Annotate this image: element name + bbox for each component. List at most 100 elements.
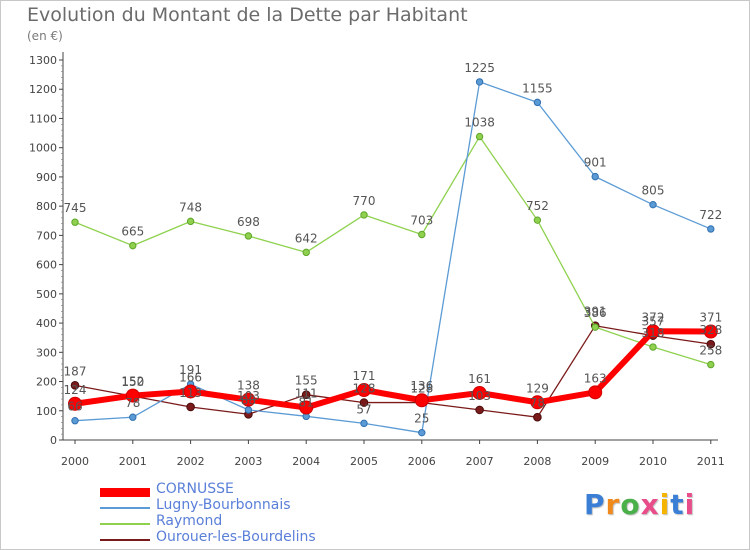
data-label: 25 xyxy=(414,412,429,426)
data-label: 155 xyxy=(295,374,318,388)
data-point xyxy=(706,339,716,349)
data-labels-layer: 124 152 166 138 111 171 136 161 129 163 372 371 66 78… xyxy=(64,61,723,426)
data-point xyxy=(125,388,140,403)
data-point xyxy=(360,211,368,219)
data-label: 901 xyxy=(584,156,607,170)
legend-item: Raymond xyxy=(100,513,420,532)
data-point xyxy=(244,406,253,414)
chart-title: Evolution du Montant de la Dette par Hab… xyxy=(27,4,468,26)
y-tick-label: 1100 xyxy=(29,112,57,125)
legend-item: CORNUSSE xyxy=(100,481,420,500)
x-tick-label: 2002 xyxy=(177,455,205,468)
data-label: 57 xyxy=(356,402,371,416)
data-label: 770 xyxy=(353,194,376,208)
data-label: 152 xyxy=(121,375,144,389)
x-tick-label: 2001 xyxy=(119,455,147,468)
data-point xyxy=(241,392,256,407)
legend-item: Ourouer-les-Bourdelins xyxy=(100,529,420,548)
data-point xyxy=(475,405,484,415)
x-tick-label: 2005 xyxy=(350,455,378,468)
data-point xyxy=(472,385,487,400)
data-point xyxy=(646,324,660,339)
data-point xyxy=(533,98,542,107)
y-tick-label: 300 xyxy=(36,346,57,359)
data-label: 78 xyxy=(530,396,545,410)
legend: CORNUSSE Lugny-Bourbonnais Raymond Ourouer-… xyxy=(100,481,420,548)
x-tick-label: 2011 xyxy=(697,455,725,468)
data-label: 136 xyxy=(410,379,433,393)
data-label: 805 xyxy=(642,184,665,198)
series-line xyxy=(74,325,712,418)
data-label: 1038 xyxy=(464,116,495,130)
logo-letter: x xyxy=(640,488,660,521)
data-label: 78 xyxy=(125,396,140,410)
x-tick-label: 2008 xyxy=(523,455,551,468)
data-label: 328 xyxy=(699,323,722,337)
series-line xyxy=(74,135,712,366)
logo-letter: t xyxy=(670,488,685,521)
y-tick-label: 200 xyxy=(36,376,57,389)
data-point xyxy=(244,232,253,240)
data-point xyxy=(68,396,82,411)
data-point xyxy=(129,413,137,421)
y-tick-label: 1000 xyxy=(29,142,57,155)
y-tick-label: 600 xyxy=(36,259,57,272)
data-label: 103 xyxy=(237,389,260,403)
data-point xyxy=(360,419,368,428)
legend-swatch xyxy=(100,523,150,525)
data-point xyxy=(183,384,198,399)
logo-letter: r xyxy=(605,488,621,521)
x-tick-label: 2000 xyxy=(61,455,89,468)
data-point xyxy=(418,230,426,239)
data-label: 129 xyxy=(526,381,549,395)
data-label: 150 xyxy=(121,375,144,389)
data-label: 698 xyxy=(237,215,260,229)
data-point xyxy=(302,248,310,257)
legend-label: Raymond xyxy=(156,513,223,529)
data-label: 128 xyxy=(353,382,376,396)
legend-label: CORNUSSE xyxy=(156,481,234,497)
data-label: 166 xyxy=(179,370,202,384)
data-point xyxy=(301,390,311,399)
data-label: 66 xyxy=(67,400,82,414)
series-lugny-bourbonnais xyxy=(71,78,715,437)
data-point xyxy=(71,417,79,425)
data-label: 318 xyxy=(642,326,665,340)
series-line xyxy=(72,328,714,411)
data-point xyxy=(359,398,369,407)
data-point xyxy=(591,323,599,331)
data-point xyxy=(299,400,314,415)
logo-letter: i xyxy=(684,488,696,521)
series-raymond xyxy=(71,132,715,369)
data-point xyxy=(475,78,484,86)
x-tick-label: 2010 xyxy=(639,455,667,468)
data-label: 124 xyxy=(64,383,87,397)
data-label: 103 xyxy=(468,389,491,403)
x-tick-label: 2006 xyxy=(408,455,436,468)
data-point xyxy=(533,412,542,422)
data-point xyxy=(475,132,484,141)
y-tick-label: 1200 xyxy=(29,83,57,96)
y-tick-label: 400 xyxy=(36,317,57,330)
data-label: 113 xyxy=(179,386,202,400)
data-label: 386 xyxy=(584,306,607,320)
legend-label: Lugny-Bourbonnais xyxy=(156,497,291,513)
data-label: 191 xyxy=(179,363,202,377)
series-layer xyxy=(68,78,718,437)
data-label: 258 xyxy=(699,344,722,358)
series-line xyxy=(74,81,712,434)
data-label: 357 xyxy=(642,315,665,329)
data-label: 161 xyxy=(468,372,491,386)
proxiti-logo: Proxiti xyxy=(584,488,695,521)
chart-subtitle: (en €) xyxy=(27,29,63,43)
data-point xyxy=(414,393,429,408)
data-label: 371 xyxy=(699,311,722,325)
data-point xyxy=(707,360,715,369)
legend-swatch xyxy=(100,487,150,497)
logo-letter: P xyxy=(584,488,606,521)
data-label: 642 xyxy=(295,231,318,245)
y-tick-label: 700 xyxy=(36,229,57,242)
data-label: 1155 xyxy=(522,81,553,95)
x-tick-label: 2004 xyxy=(292,455,320,468)
